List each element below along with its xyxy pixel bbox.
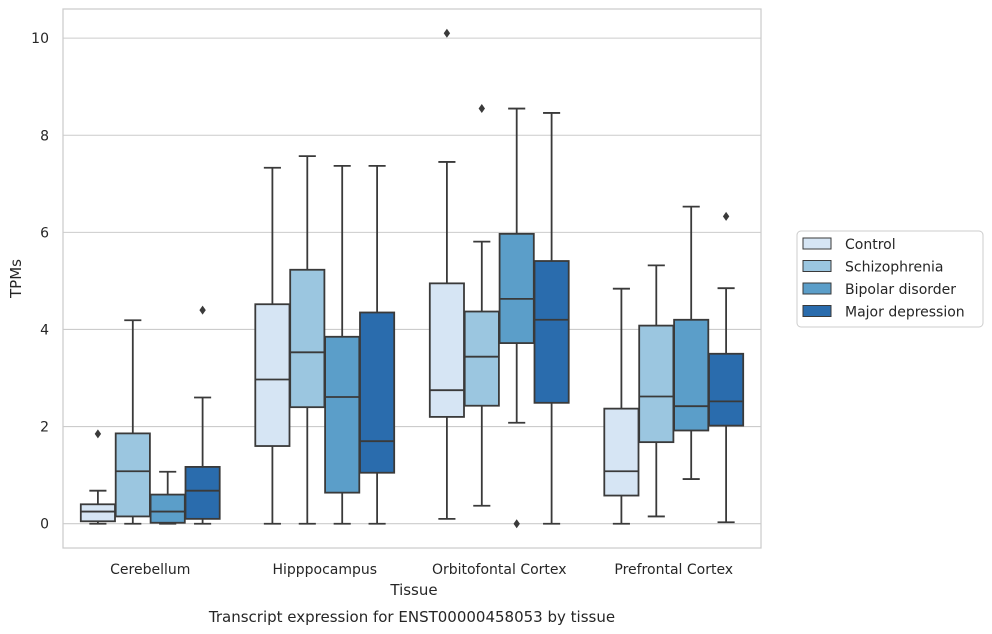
box-control: [603, 287, 640, 525]
x-tick-label: Cerebellum: [110, 562, 190, 578]
box-schizophrenia: [638, 264, 675, 518]
legend-swatch: [802, 260, 832, 272]
box-body: [673, 318, 710, 432]
box-body: [149, 493, 186, 524]
box-body: [184, 466, 221, 520]
x-tick-label: Prefrontal Cortex: [614, 562, 733, 578]
outlier-marker: [443, 28, 451, 38]
box-control: [428, 28, 465, 520]
box-control: [254, 166, 291, 525]
legend-frame: [796, 230, 984, 328]
outlier-marker: [513, 519, 520, 529]
outlier-marker: [94, 429, 102, 439]
outlier-marker: [478, 104, 485, 114]
box-body: [603, 407, 640, 497]
box-body: [359, 311, 396, 474]
box-body: [638, 324, 675, 444]
box-major-depression: [533, 112, 570, 525]
box-body: [463, 310, 500, 407]
box-body: [289, 268, 326, 409]
box-body: [324, 335, 361, 494]
legend-label: Control: [845, 237, 896, 253]
x-tick-label: Hipppocampus: [272, 562, 377, 578]
box-body: [533, 260, 570, 404]
y-tick-label: 4: [40, 322, 49, 338]
box-bipolar-disorder: [149, 470, 186, 525]
box-bipolar-disorder: [498, 107, 535, 529]
x-tick-label: Orbitofontal Cortex: [432, 562, 567, 578]
box-body: [428, 282, 465, 418]
box-major-depression: [359, 164, 396, 525]
legend-label: Schizophrenia: [845, 260, 943, 276]
box-body: [498, 232, 535, 344]
y-tick-label: 10: [31, 31, 49, 47]
y-tick-label: 6: [40, 225, 49, 241]
box-schizophrenia: [463, 104, 500, 507]
box-body: [114, 432, 151, 518]
box-schizophrenia: [289, 155, 326, 525]
y-tick-label: 2: [40, 420, 49, 436]
legend-swatch: [802, 237, 832, 250]
box-body: [79, 503, 116, 523]
plot-frame: [62, 8, 762, 549]
x-axis-label: Tissue: [389, 581, 437, 599]
box-schizophrenia: [114, 319, 151, 525]
chart-caption: Transcript expression for ENST0000045805…: [208, 608, 615, 626]
box-bipolar-disorder: [324, 164, 361, 525]
box-bipolar-disorder: [673, 205, 710, 480]
box-body: [708, 352, 745, 427]
legend-swatch: [802, 282, 832, 295]
legend-label: Major depression: [845, 305, 965, 321]
box-control: [79, 429, 116, 525]
y-axis-ticks: 0 2 4 6 8 10: [31, 31, 49, 533]
outlier-marker: [722, 211, 730, 221]
y-axis-label: TPMs: [7, 259, 25, 299]
outlier-marker: [199, 305, 206, 315]
x-axis-ticks: Cerebellum Hipppocampus Orbitofontal Corte…: [110, 562, 733, 578]
box-major-depression: [184, 305, 221, 525]
box-body: [254, 303, 291, 447]
legend-swatch: [802, 305, 832, 317]
box-major-depression: [708, 211, 745, 524]
y-tick-label: 8: [40, 128, 49, 144]
y-tick-label: 0: [40, 517, 49, 533]
gridlines: [63, 37, 761, 525]
boxes: [79, 28, 745, 529]
legend-label: Bipolar disorder: [845, 282, 956, 298]
legend: Control Schizophrenia Bipolar disorder Majo…: [796, 230, 984, 328]
